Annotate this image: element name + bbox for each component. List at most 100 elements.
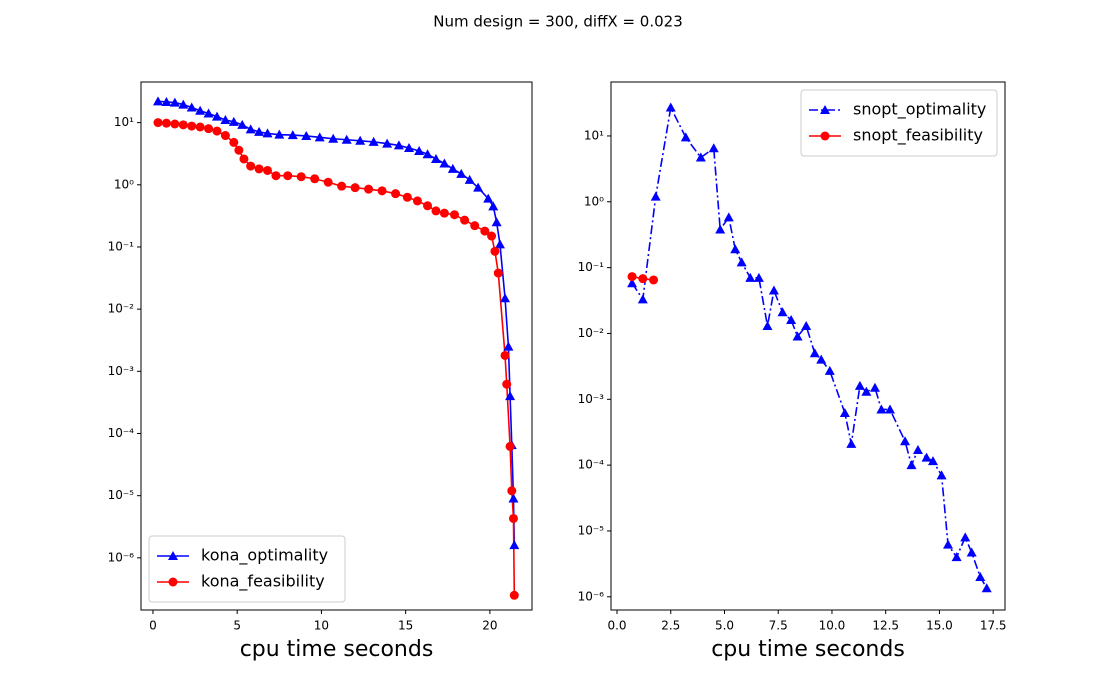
marker (283, 171, 293, 181)
marker (464, 174, 475, 184)
y-tick-label: 10⁰ (114, 177, 134, 191)
marker (447, 163, 458, 173)
x-tick-label: 5 (233, 619, 241, 633)
legend-marker (820, 131, 830, 141)
marker (161, 118, 171, 128)
marker (404, 143, 415, 153)
marker (745, 272, 756, 282)
marker (824, 365, 835, 375)
marker (503, 341, 514, 351)
y-tick-label: 10⁻¹ (578, 260, 605, 274)
marker (637, 294, 648, 304)
marker (237, 119, 248, 129)
legend-label: kona_feasibility (201, 572, 325, 592)
marker (695, 152, 706, 162)
legend-label: snopt_optimality (853, 100, 986, 120)
marker (638, 274, 648, 284)
legend-marker (820, 105, 830, 114)
marker (368, 136, 379, 146)
marker (328, 133, 339, 143)
marker (153, 118, 163, 128)
marker (431, 206, 441, 216)
x-tick-label: 10 (314, 619, 329, 633)
y-tick-label: 10⁻⁵ (108, 488, 135, 502)
marker (869, 382, 880, 392)
marker (186, 102, 197, 112)
x-tick-label: 20 (482, 619, 497, 633)
marker (314, 132, 325, 142)
marker (627, 278, 638, 288)
marker (490, 246, 500, 256)
marker (730, 244, 741, 254)
legend-box (148, 535, 346, 603)
x-axis-label: cpu time seconds (240, 637, 434, 662)
legend-box (800, 89, 998, 157)
x-tick-label: 15.0 (926, 619, 953, 633)
marker (960, 532, 971, 542)
marker (274, 129, 285, 139)
x-tick-label: 7.5 (769, 619, 788, 633)
y-tick-label: 10⁻² (578, 326, 605, 340)
y-tick-label: 10⁻⁴ (578, 458, 605, 472)
marker (792, 331, 803, 341)
marker (912, 444, 923, 454)
x-tick-label: 5.0 (715, 619, 734, 633)
marker (975, 571, 986, 581)
marker (393, 140, 404, 150)
marker (310, 174, 320, 184)
marker (927, 456, 938, 466)
marker (966, 547, 977, 557)
x-tick-label: 2.5 (661, 619, 680, 633)
marker (377, 186, 387, 196)
marker (809, 348, 820, 358)
y-tick-label: 10⁻⁶ (578, 589, 605, 603)
marker (323, 177, 333, 187)
marker (382, 138, 393, 148)
marker (507, 486, 517, 496)
marker (480, 226, 490, 236)
marker (854, 380, 865, 390)
marker (239, 154, 249, 164)
marker (473, 182, 484, 192)
y-tick-label: 10⁻⁶ (108, 550, 135, 564)
marker (161, 96, 172, 106)
marker (509, 590, 519, 600)
marker (271, 171, 281, 181)
marker (885, 404, 896, 414)
marker (234, 145, 244, 155)
marker (263, 165, 273, 175)
marker (876, 404, 887, 414)
marker (483, 193, 494, 203)
marker (195, 122, 205, 132)
marker (649, 275, 659, 285)
marker (220, 131, 230, 141)
marker (195, 105, 206, 115)
marker (839, 407, 850, 417)
marker (204, 124, 214, 134)
marker (505, 441, 515, 451)
marker (350, 183, 360, 193)
y-tick-label: 10⁻⁵ (578, 523, 605, 537)
marker (493, 268, 503, 278)
marker (736, 257, 747, 267)
y-tick-label: 10⁻³ (108, 364, 135, 378)
x-axis-label: cpu time seconds (711, 637, 905, 662)
x-tick-label: 10.0 (819, 619, 846, 633)
marker (211, 111, 222, 121)
marker (470, 221, 480, 231)
marker (900, 436, 911, 446)
marker (786, 315, 797, 325)
marker (816, 354, 827, 364)
marker (936, 470, 947, 480)
marker (801, 320, 812, 330)
marker (508, 513, 518, 523)
marker (229, 137, 239, 147)
legend-label: snopt_feasibility (853, 126, 983, 146)
marker (723, 212, 734, 222)
marker (301, 130, 312, 140)
marker (439, 158, 450, 168)
marker (450, 210, 460, 220)
marker (254, 164, 264, 174)
y-tick-label: 10⁻⁴ (108, 426, 135, 440)
